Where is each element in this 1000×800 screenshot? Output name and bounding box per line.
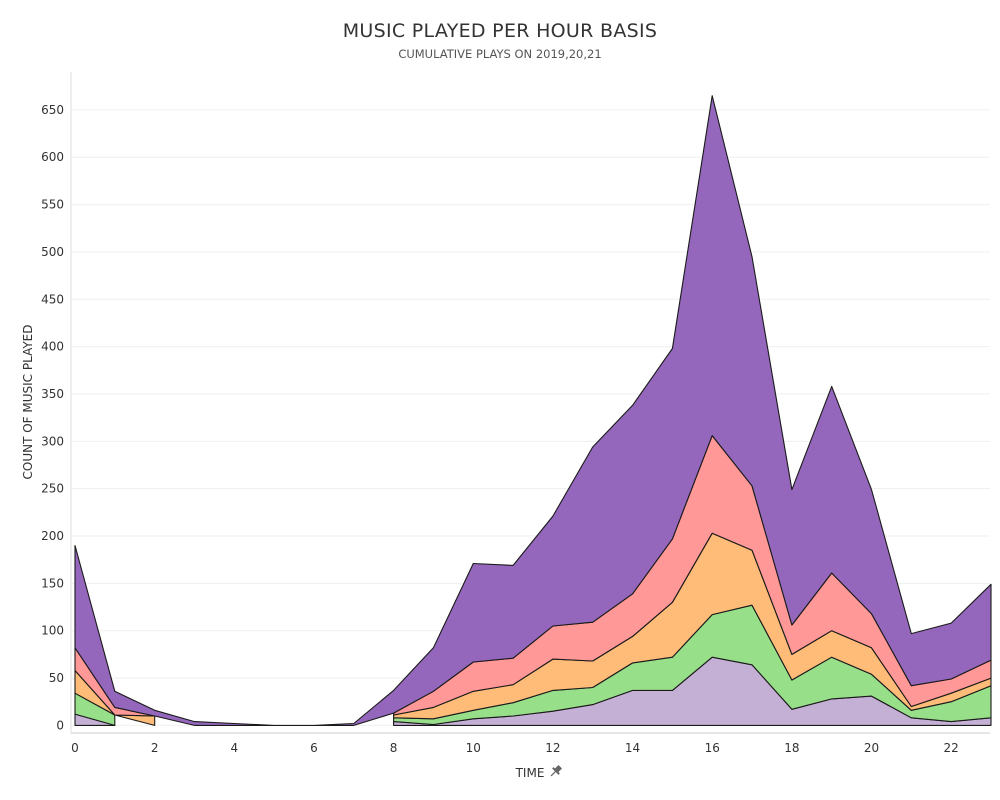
y-tick-label: 250 [41, 482, 64, 496]
x-tick-label: 22 [944, 741, 959, 755]
y-tick-label: 400 [41, 340, 64, 354]
x-tick-label: 6 [310, 741, 318, 755]
x-tick-label: 4 [230, 741, 238, 755]
y-tick-label: 200 [41, 529, 64, 543]
y-tick-label: 100 [41, 624, 64, 638]
x-tick-label: 12 [545, 741, 560, 755]
y-tick-label: 600 [41, 150, 64, 164]
chart-title: MUSIC PLAYED PER HOUR BASIS [342, 20, 658, 42]
x-axis-ticks: 0 2 4 6 8 10 12 14 16 18 20 22 [71, 741, 959, 755]
x-tick-label: 10 [466, 741, 481, 755]
y-tick-label: 300 [41, 434, 64, 448]
x-tick-label: 8 [390, 741, 398, 755]
x-axis-title: TIME [515, 766, 545, 780]
x-tick-label: 20 [864, 741, 879, 755]
y-tick-label: 550 [41, 198, 64, 212]
x-tick-label: 16 [705, 741, 720, 755]
area-series-5[interactable] [74, 95, 992, 726]
y-tick-label: 0 [56, 718, 64, 732]
x-tick-label: 0 [71, 741, 79, 755]
y-tick-label: 650 [41, 103, 64, 117]
y-axis-title: COUNT OF MUSIC PLAYED [21, 324, 35, 479]
x-tick-label: 18 [784, 741, 799, 755]
y-tick-label: 350 [41, 387, 64, 401]
x-tick-label: 14 [625, 741, 640, 755]
chart-subtitle: CUMULATIVE PLAYS ON 2019,20,21 [398, 47, 602, 61]
y-axis-ticks: 0 50 100 150 200 250 300 350 400 450 500 550 600 650 [41, 103, 64, 733]
y-tick-label: 450 [41, 292, 64, 306]
pin-icon[interactable] [548, 764, 564, 780]
y-tick-label: 150 [41, 576, 64, 590]
y-tick-label: 50 [49, 671, 64, 685]
x-tick-label: 2 [151, 741, 159, 755]
area-layer [74, 95, 992, 726]
y-tick-label: 500 [41, 245, 64, 259]
